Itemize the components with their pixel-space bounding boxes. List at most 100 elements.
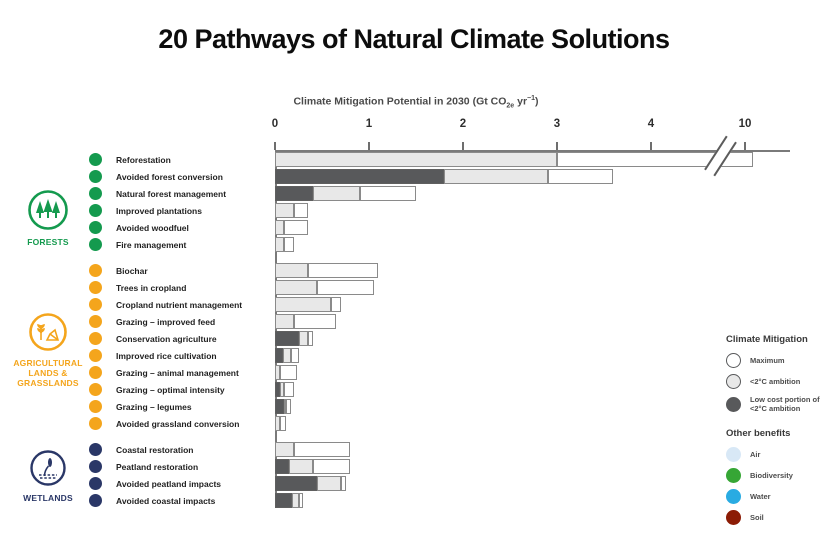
bar-track <box>275 492 828 509</box>
bar-ambition-segment <box>317 476 341 491</box>
legend-benefit-items: Air Biodiversity Water Soil <box>726 446 826 525</box>
pathway-dot <box>89 238 102 251</box>
legend-mitigation-title: Climate Mitigation <box>726 334 808 345</box>
legend-benefit-label: Biodiversity <box>750 470 793 480</box>
bar-track <box>275 441 828 458</box>
tick-mark <box>744 142 746 150</box>
legend-mitigation-item: Low cost portion of <2°C ambition <box>726 395 826 414</box>
pathway-row: Fire management <box>85 236 828 253</box>
pathway-label: Reforestation <box>116 154 171 165</box>
pathway-label: Improved rice cultivation <box>116 350 217 361</box>
bar-track <box>275 347 828 364</box>
pathway-row: Peatland restoration <box>85 458 828 475</box>
bar-ambition-segment <box>275 442 294 457</box>
bar-ambition-segment <box>275 280 317 295</box>
tick-label: 0 <box>271 118 279 130</box>
pathway-row: Grazing – legumes <box>85 398 828 415</box>
legend-mitigation-label: <2°C ambition <box>750 376 801 386</box>
bar-lowcost-segment <box>275 331 299 346</box>
pathway-label: Trees in cropland <box>116 282 187 293</box>
bar-lowcost-segment <box>275 399 284 414</box>
tick-label: 4 <box>647 118 655 130</box>
tick-label: 10 <box>738 118 752 130</box>
pathway-row: Reforestation <box>85 151 828 168</box>
pathway-dot <box>89 264 102 277</box>
pathway-row: Grazing – improved feed <box>85 313 828 330</box>
pathway-label: Grazing – improved feed <box>116 316 216 327</box>
legend-mitigation-swatch <box>726 396 741 412</box>
pathway-dot <box>89 170 102 183</box>
pathway-label: Avoided coastal impacts <box>116 495 216 506</box>
bar-lowcost-segment <box>275 459 289 474</box>
pathway-row: Avoided coastal impacts <box>85 492 828 509</box>
bar-maximum-segment <box>331 297 341 312</box>
agriculture-icon <box>29 313 67 351</box>
legend-mitigation-item: Maximum <box>726 353 826 368</box>
pathway-label: Grazing – legumes <box>116 401 192 412</box>
legend-benefit-item: Soil <box>726 509 826 525</box>
pathway-dot <box>89 460 102 473</box>
bar-track <box>275 202 828 219</box>
tick-label: 2 <box>459 118 467 130</box>
bar-ambition-segment <box>275 297 331 312</box>
bar-track <box>275 458 828 475</box>
bar-maximum-segment <box>291 348 299 363</box>
bar-ambition-segment <box>444 169 548 184</box>
bar-maximum-segment <box>280 365 297 380</box>
pathway-label: Peatland restoration <box>116 461 199 472</box>
pathway-dot <box>89 443 102 456</box>
x-axis-title: Climate Mitigation Potential in 2030 (Gt… <box>293 95 539 110</box>
pathway-row: Biochar <box>85 262 828 279</box>
pathway-row: Trees in cropland <box>85 279 828 296</box>
legend-mitigation-items: Maximum <2°C ambition Low cost portion of … <box>726 353 826 414</box>
pathway-row: Conservation agriculture <box>85 330 828 347</box>
pathway-row: Improved rice cultivation <box>85 347 828 364</box>
bar-ambition-segment <box>275 263 308 278</box>
bar-maximum-segment <box>308 331 313 346</box>
tick-label: 3 <box>553 118 561 130</box>
tick-mark <box>368 142 370 150</box>
pathway-label: Avoided woodfuel <box>116 222 189 233</box>
bar-maximum-segment <box>557 152 753 167</box>
bar-maximum-segment <box>548 169 613 184</box>
bar-track <box>275 313 828 330</box>
page-title: 20 Pathways of Natural Climate Solutions <box>158 24 670 54</box>
bar-ambition-segment <box>275 220 284 235</box>
x-axis-ticks: 0 1 2 3 4 10 <box>271 118 795 150</box>
bar-maximum-segment <box>284 382 294 397</box>
pathway-label: Grazing – optimal intensity <box>116 384 225 395</box>
bar-lowcost-segment <box>275 493 292 508</box>
bar-maximum-segment <box>294 203 308 218</box>
forests-icon <box>28 190 68 230</box>
pathway-dot <box>89 187 102 200</box>
pathway-row: Coastal restoration <box>85 441 828 458</box>
legend-mitigation-swatch <box>726 374 741 389</box>
bar-ambition-segment <box>275 203 294 218</box>
bar-lowcost-segment <box>275 382 280 397</box>
legend-benefit-item: Air <box>726 446 826 462</box>
pathway-label: Coastal restoration <box>116 444 194 455</box>
pathway-label: Natural forest management <box>116 188 227 199</box>
bar-track <box>275 236 828 253</box>
pathway-row: Avoided woodfuel <box>85 219 828 236</box>
bar-maximum-segment <box>294 314 336 329</box>
tick-mark <box>274 142 276 150</box>
bar-ambition-segment <box>284 399 286 414</box>
wetlands-icon <box>30 450 66 486</box>
pathway-label: Avoided forest conversion <box>116 171 223 182</box>
pathway-row: Avoided peatland impacts <box>85 475 828 492</box>
bar-track <box>275 296 828 313</box>
bar-track <box>275 381 828 398</box>
legend-benefit-swatch <box>726 509 741 525</box>
pathway-dot <box>89 366 102 379</box>
bar-ambition-segment <box>283 348 291 363</box>
legend-benefit-swatch <box>726 488 741 504</box>
bar-track <box>275 398 828 415</box>
legend-benefit-swatch <box>726 467 741 483</box>
legend-benefit-item: Water <box>726 488 826 504</box>
bar-ambition-segment <box>275 237 284 252</box>
pathway-dot <box>89 332 102 345</box>
pathway-dot <box>89 417 102 430</box>
x-axis-line <box>275 150 790 152</box>
bar-lowcost-segment <box>275 186 313 201</box>
